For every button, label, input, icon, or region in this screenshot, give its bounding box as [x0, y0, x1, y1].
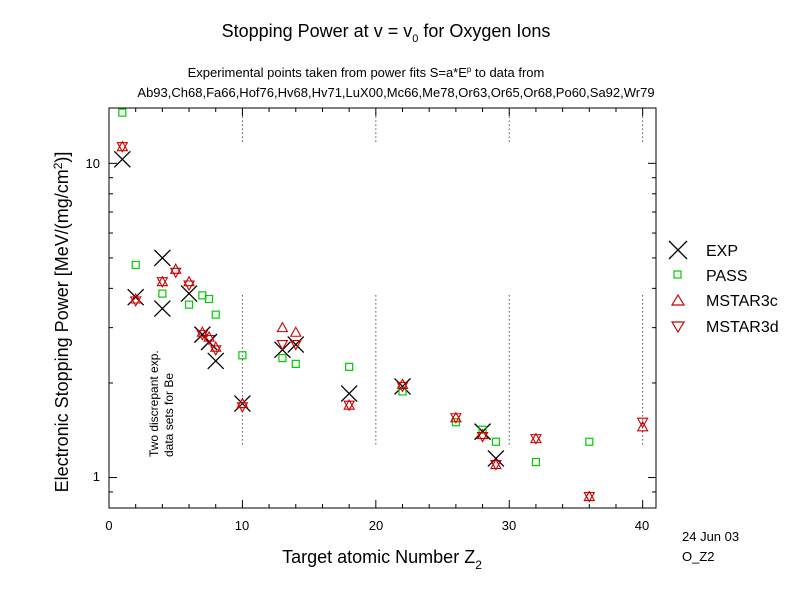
point-pass	[345, 362, 354, 371]
y-tick-label: 1	[93, 469, 100, 484]
point-pass	[278, 353, 287, 363]
point-pass	[211, 310, 220, 319]
y-axis-label: Electronic Stopping Power [MeV/(mg/cm2)]	[51, 152, 72, 493]
point-mstar3c	[209, 341, 222, 352]
point-exp	[394, 377, 411, 395]
legend: EXP PASS MSTAR3c MSTAR3d	[668, 240, 779, 336]
point-pass	[118, 108, 127, 117]
point-pass	[184, 300, 194, 309]
point-exp	[474, 423, 492, 441]
point-exp	[180, 285, 198, 303]
point-mstar3d	[583, 492, 596, 503]
date-stamp: 24 Jun 03	[682, 529, 739, 544]
point-mstar3c	[203, 330, 215, 342]
point-pass	[531, 457, 541, 467]
point-mstar3d	[203, 334, 215, 346]
point-pass	[131, 260, 140, 270]
data-points	[113, 108, 649, 503]
point-mstar3d	[449, 413, 462, 424]
point-exp	[340, 385, 358, 403]
point-mstar3c	[396, 378, 409, 389]
annotation-line-1: Two discrepant exp.	[147, 350, 161, 457]
legend-marker-mstar3c	[670, 293, 686, 306]
point-mstar3c	[196, 326, 209, 337]
legend-marker-pass	[673, 270, 682, 279]
point-mstar3d	[236, 402, 249, 413]
point-mstar3d	[636, 417, 649, 429]
file-stamp: O_Z2	[682, 549, 715, 564]
chart-title: Stopping Power at v = v0 for Oxygen Ions	[222, 21, 551, 45]
x-axis-ticks	[108, 108, 644, 508]
legend-marker-exp	[668, 240, 688, 260]
x-tick-label: 20	[369, 518, 383, 533]
point-mstar3d	[156, 277, 169, 288]
point-mstar3d	[489, 459, 502, 471]
x-tick-label: 40	[635, 518, 649, 533]
point-mstar3d	[169, 267, 182, 279]
x-axis-label: Target atomic Number Z2	[282, 547, 482, 572]
point-exp	[207, 352, 225, 370]
point-mstar3d	[209, 345, 222, 356]
point-pass	[491, 437, 501, 446]
point-mstar3d	[116, 142, 129, 153]
vertical-dotted-lines	[241, 112, 644, 448]
point-mstar3c	[476, 428, 489, 440]
point-mstar3d	[396, 381, 409, 393]
point-mstar3d	[289, 340, 302, 351]
point-exp	[153, 300, 171, 318]
x-tick-label: 10	[235, 518, 249, 533]
point-pass	[291, 359, 300, 368]
point-exp	[287, 336, 305, 354]
point-mstar3d	[529, 434, 542, 445]
point-mstar3c	[276, 321, 289, 333]
x-tick-label: 0	[105, 518, 112, 533]
point-pass	[198, 291, 207, 300]
legend-label-mstar3d: MSTAR3d	[706, 319, 779, 336]
point-exp	[113, 150, 131, 168]
point-mstar3d	[343, 400, 356, 412]
point-mstar3c	[129, 292, 142, 304]
legend-label-mstar3c: MSTAR3c	[706, 293, 778, 310]
point-mstar3c	[289, 326, 302, 337]
point-pass	[204, 294, 214, 304]
legend-marker-mstar3d	[670, 321, 686, 334]
point-pass	[238, 351, 247, 360]
chart-subtitle: Experimental points taken from power fit…	[188, 65, 545, 80]
legend-label-exp: EXP	[706, 243, 738, 260]
point-mstar3d	[183, 280, 195, 292]
point-mstar3d	[276, 340, 289, 351]
y-axis-ticks	[109, 162, 656, 509]
point-mstar3d	[476, 432, 489, 443]
point-pass	[158, 289, 167, 298]
point-pass	[478, 425, 487, 434]
annotation-line-2: data sets for Be	[162, 373, 176, 457]
y-tick-label: 10	[86, 156, 100, 171]
point-exp	[153, 249, 171, 267]
x-tick-label: 30	[502, 518, 516, 533]
point-mstar3d	[129, 296, 142, 307]
point-pass	[585, 437, 594, 446]
point-mstar3c	[636, 420, 649, 432]
reference-list: Ab93,Ch68,Fa66,Hof76,Hv68,Hv71,LuX00,Mc6…	[137, 85, 654, 100]
point-exp	[233, 395, 251, 413]
legend-label-pass: PASS	[706, 268, 748, 285]
plot-frame	[108, 107, 657, 509]
